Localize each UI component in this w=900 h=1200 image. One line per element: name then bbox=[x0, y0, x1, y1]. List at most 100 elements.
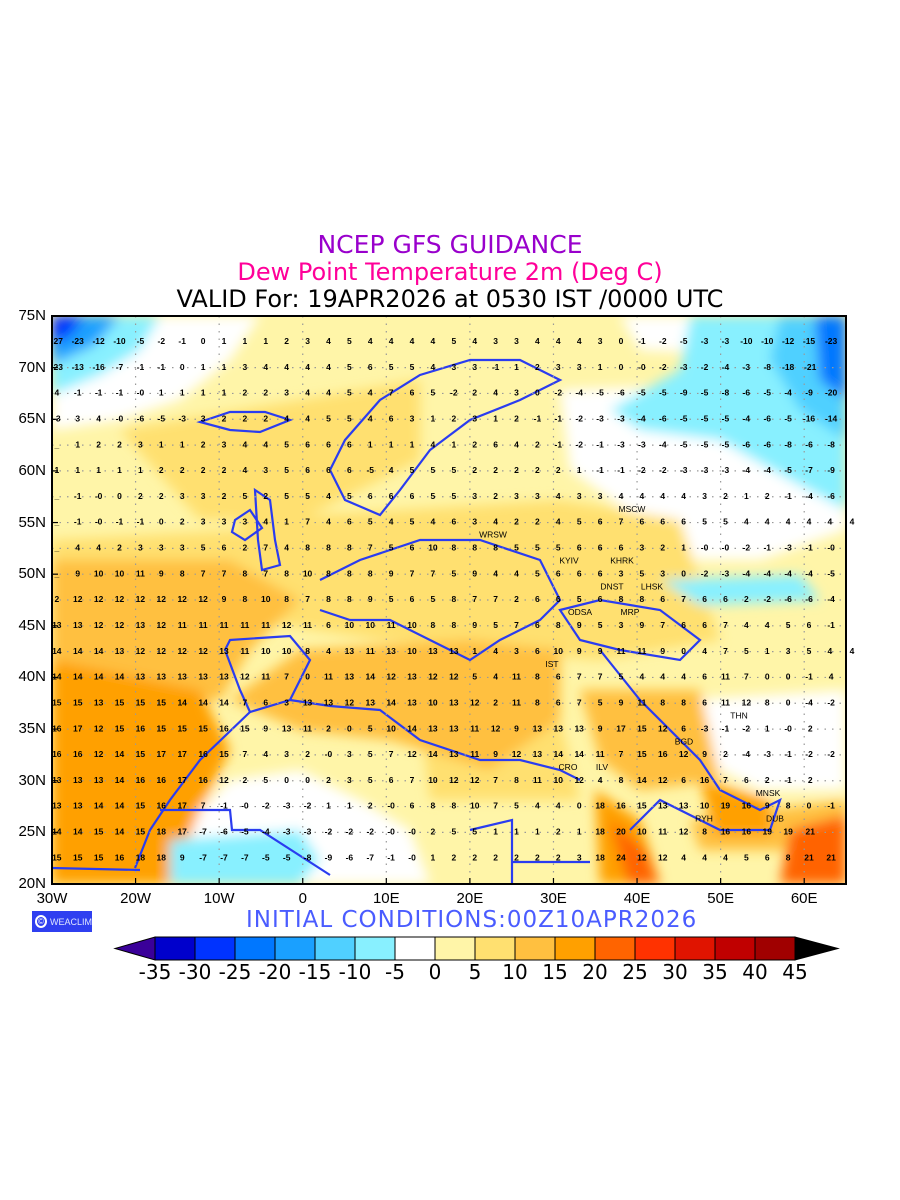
grid-value: 21 bbox=[804, 852, 816, 862]
grid-value: 4 bbox=[284, 413, 291, 423]
grid-value: 5 bbox=[431, 491, 438, 501]
grid-value-row: _ -1 -0 0 2 2 3 3 2 5 2 5 5 4 5 6 6 6 5 … bbox=[53, 491, 835, 501]
grid-value: 9 bbox=[577, 620, 584, 630]
grid-value: 12 bbox=[94, 723, 106, 733]
grid-value: 6 bbox=[702, 697, 709, 707]
grid-value: 13 bbox=[136, 620, 148, 630]
grid-value: -0 bbox=[408, 827, 418, 837]
grid-value: 4 bbox=[807, 517, 814, 527]
grid-value: -3 bbox=[304, 827, 314, 837]
grid-value: 1 bbox=[410, 439, 417, 449]
grid-value: -1 bbox=[534, 413, 544, 423]
grid-value: 12 bbox=[491, 723, 503, 733]
grid-value: 7 bbox=[577, 672, 584, 682]
grid-value-row: 15 15 13 15 15 15 14 14 14 7 6 3 13 13 1… bbox=[52, 697, 835, 707]
grid-value: 2 bbox=[201, 465, 208, 475]
grid-value: -3 bbox=[617, 439, 627, 449]
grid-value: 4 bbox=[556, 517, 563, 527]
grid-value: 14 bbox=[52, 827, 64, 837]
grid-value: 6 bbox=[305, 465, 312, 475]
grid-value: 11 bbox=[303, 620, 314, 630]
colorbar-label: -25 bbox=[218, 960, 252, 984]
grid-value: -5 bbox=[262, 852, 272, 862]
grid-value: 2 bbox=[263, 491, 270, 501]
grid-value: -5 bbox=[784, 465, 794, 475]
grid-value: 4 bbox=[326, 388, 333, 398]
grid-value-row: _ 1 2 2 3 1 1 2 3 4 4 5 6 6 6 1 1 1 4 1 … bbox=[53, 439, 835, 449]
grid-value: 0 bbox=[681, 568, 688, 578]
grid-value: 6 bbox=[681, 517, 688, 527]
grid-value: 5 bbox=[640, 568, 647, 578]
grid-value: -2 bbox=[701, 568, 711, 578]
grid-value: 4 bbox=[389, 517, 396, 527]
grid-value: 0 bbox=[681, 646, 688, 656]
colorbar-min-arrow bbox=[113, 936, 156, 961]
grid-value: 2 bbox=[263, 413, 270, 423]
grid-value: 2 bbox=[243, 775, 250, 785]
grid-value: 4 bbox=[535, 336, 542, 346]
grid-value: -2 bbox=[304, 801, 314, 811]
grid-value: 2 bbox=[96, 439, 103, 449]
grid-value: 17 bbox=[177, 827, 189, 837]
grid-value: 16 bbox=[219, 723, 231, 733]
grid-value: 12 bbox=[198, 594, 210, 604]
grid-value: 2 bbox=[744, 594, 751, 604]
grid-value: 14 bbox=[428, 749, 440, 759]
grid-value: 4 bbox=[326, 336, 333, 346]
grid-value: 8 bbox=[451, 543, 458, 553]
grid-value: 16 bbox=[52, 749, 64, 759]
grid-value: 16 bbox=[198, 775, 210, 785]
grid-value: 3 bbox=[138, 543, 145, 553]
grid-value: 3 bbox=[514, 388, 521, 398]
grid-value: 7 bbox=[263, 543, 270, 553]
grid-value: 13 bbox=[386, 646, 398, 656]
city-label: LHSK bbox=[641, 581, 664, 591]
grid-value: 4 bbox=[431, 362, 438, 372]
grid-value: 3 bbox=[472, 413, 479, 423]
grid-value: 2 bbox=[138, 491, 145, 501]
grid-value: 3 bbox=[180, 491, 187, 501]
grid-value: 4 bbox=[305, 362, 312, 372]
grid-value: 9 bbox=[640, 620, 647, 630]
grid-value: 13 bbox=[574, 723, 586, 733]
grid-value: 12 bbox=[73, 594, 85, 604]
grid-value: 6 bbox=[744, 775, 751, 785]
grid-value: 5 bbox=[493, 620, 500, 630]
grid-value: 4 bbox=[744, 620, 751, 630]
grid-value: 4 bbox=[431, 439, 438, 449]
grid-value: 14 bbox=[73, 646, 85, 656]
grid-value: 7 bbox=[431, 568, 438, 578]
grid-value: 4 bbox=[702, 646, 709, 656]
grid-value: 4 bbox=[829, 672, 834, 682]
grid-value: 6 bbox=[598, 568, 605, 578]
grid-value: 1 bbox=[765, 646, 772, 656]
grid-value: -1 bbox=[784, 775, 794, 785]
grid-value: 6 bbox=[347, 465, 354, 475]
grid-value: 18 bbox=[595, 852, 607, 862]
grid-value: 0 bbox=[117, 491, 124, 501]
grid-value: -0 bbox=[325, 749, 335, 759]
grid-value: -2 bbox=[158, 336, 168, 346]
grid-value: 12 bbox=[136, 594, 148, 604]
grid-value: 6 bbox=[556, 568, 563, 578]
grid-value: 12 bbox=[345, 697, 357, 707]
grid-value: 10 bbox=[700, 801, 712, 811]
grid-value: 5 bbox=[284, 465, 291, 475]
grid-value: 13 bbox=[324, 697, 336, 707]
grid-value: 14 bbox=[198, 697, 210, 707]
grid-value: 7 bbox=[389, 749, 396, 759]
grid-value: 11 bbox=[470, 723, 481, 733]
grid-value: -4 bbox=[805, 568, 815, 578]
grid-value: -4 bbox=[763, 568, 773, 578]
grid-value: -2 bbox=[701, 362, 711, 372]
grid-value: -6 bbox=[743, 439, 753, 449]
grid-value: 4 bbox=[326, 517, 333, 527]
grid-value: 1 bbox=[138, 465, 145, 475]
grid-value: -3 bbox=[701, 723, 711, 733]
grid-value: 2 bbox=[326, 723, 333, 733]
grid-value: 13 bbox=[198, 672, 210, 682]
grid-value: 13 bbox=[73, 775, 85, 785]
grid-value: 6 bbox=[556, 672, 563, 682]
grid-value: -1 bbox=[387, 852, 397, 862]
colorbar-label: -20 bbox=[258, 960, 292, 984]
